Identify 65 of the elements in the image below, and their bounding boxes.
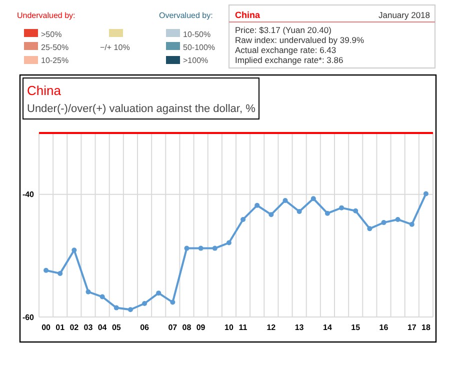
point bbox=[198, 246, 204, 251]
text: Actual exchange rate: 6.43 bbox=[235, 45, 336, 55]
point bbox=[128, 307, 133, 312]
x-tick-label: 01 bbox=[56, 323, 66, 332]
x-tick-label: 13 bbox=[294, 323, 304, 332]
text: >100% bbox=[183, 56, 208, 65]
point bbox=[339, 205, 344, 210]
x-tick-label: 02 bbox=[70, 323, 80, 332]
point bbox=[44, 268, 49, 273]
point bbox=[226, 240, 232, 246]
text: Overvalued by: bbox=[159, 11, 213, 20]
point bbox=[156, 290, 162, 296]
x-tick-label: 04 bbox=[98, 323, 108, 332]
text: Implied exchange rate*: 3.86 bbox=[235, 55, 344, 65]
text: 10-25% bbox=[41, 56, 69, 65]
point bbox=[367, 226, 372, 232]
point bbox=[114, 305, 119, 310]
x-tick-label: 10 bbox=[224, 323, 234, 332]
x-tick-label: 08 bbox=[182, 323, 192, 332]
text: Raw index: undervalued by 39.9% bbox=[235, 35, 364, 45]
y-tick-label: -60 bbox=[22, 312, 35, 322]
y-tick-label: -40 bbox=[22, 190, 35, 200]
x-tick-label: 12 bbox=[266, 323, 276, 332]
x-tick-label: 16 bbox=[379, 323, 389, 332]
point bbox=[282, 198, 288, 203]
text: 25-50% bbox=[41, 43, 69, 52]
x-tick-label: 00 bbox=[42, 323, 52, 332]
point bbox=[212, 246, 218, 251]
x-tick-label: 07 bbox=[168, 323, 178, 332]
text: >50% bbox=[41, 30, 62, 39]
point bbox=[142, 301, 148, 306]
point bbox=[58, 270, 63, 276]
text: 50-100% bbox=[183, 43, 216, 52]
text: China bbox=[235, 10, 261, 20]
text: Price: $3.17 (Yuan 20.40) bbox=[235, 25, 332, 35]
point bbox=[184, 246, 190, 251]
x-tick-label: 03 bbox=[84, 323, 94, 332]
point bbox=[268, 212, 274, 218]
point bbox=[381, 220, 386, 226]
text: 10-50% bbox=[183, 30, 211, 39]
point bbox=[86, 289, 91, 294]
x-tick-label: 05 bbox=[112, 323, 122, 332]
x-tick-label: 06 bbox=[140, 323, 150, 332]
point bbox=[324, 210, 330, 216]
point bbox=[423, 191, 428, 196]
x-tick-label: 09 bbox=[196, 323, 206, 332]
point bbox=[409, 222, 414, 227]
x-tick-label: 11 bbox=[238, 323, 248, 332]
x-tick-label: 15 bbox=[351, 323, 361, 332]
x-tick-label: 18 bbox=[422, 323, 431, 332]
x-tick-label: 17 bbox=[407, 323, 417, 332]
point bbox=[254, 202, 260, 208]
text: −/+ 10% bbox=[100, 43, 130, 52]
chart-subtitle: Under(-)/over(+) valuation against the dollar, % bbox=[27, 103, 256, 115]
x-tick-label: 14 bbox=[323, 323, 332, 332]
point bbox=[100, 294, 105, 300]
point bbox=[353, 208, 358, 214]
chart-title: China bbox=[27, 83, 62, 98]
point bbox=[395, 216, 400, 222]
text: January 2018 bbox=[378, 10, 430, 20]
point bbox=[240, 216, 246, 222]
point bbox=[310, 196, 316, 202]
text: Undervalued by: bbox=[17, 11, 76, 20]
point bbox=[296, 209, 302, 214]
point bbox=[170, 300, 176, 305]
